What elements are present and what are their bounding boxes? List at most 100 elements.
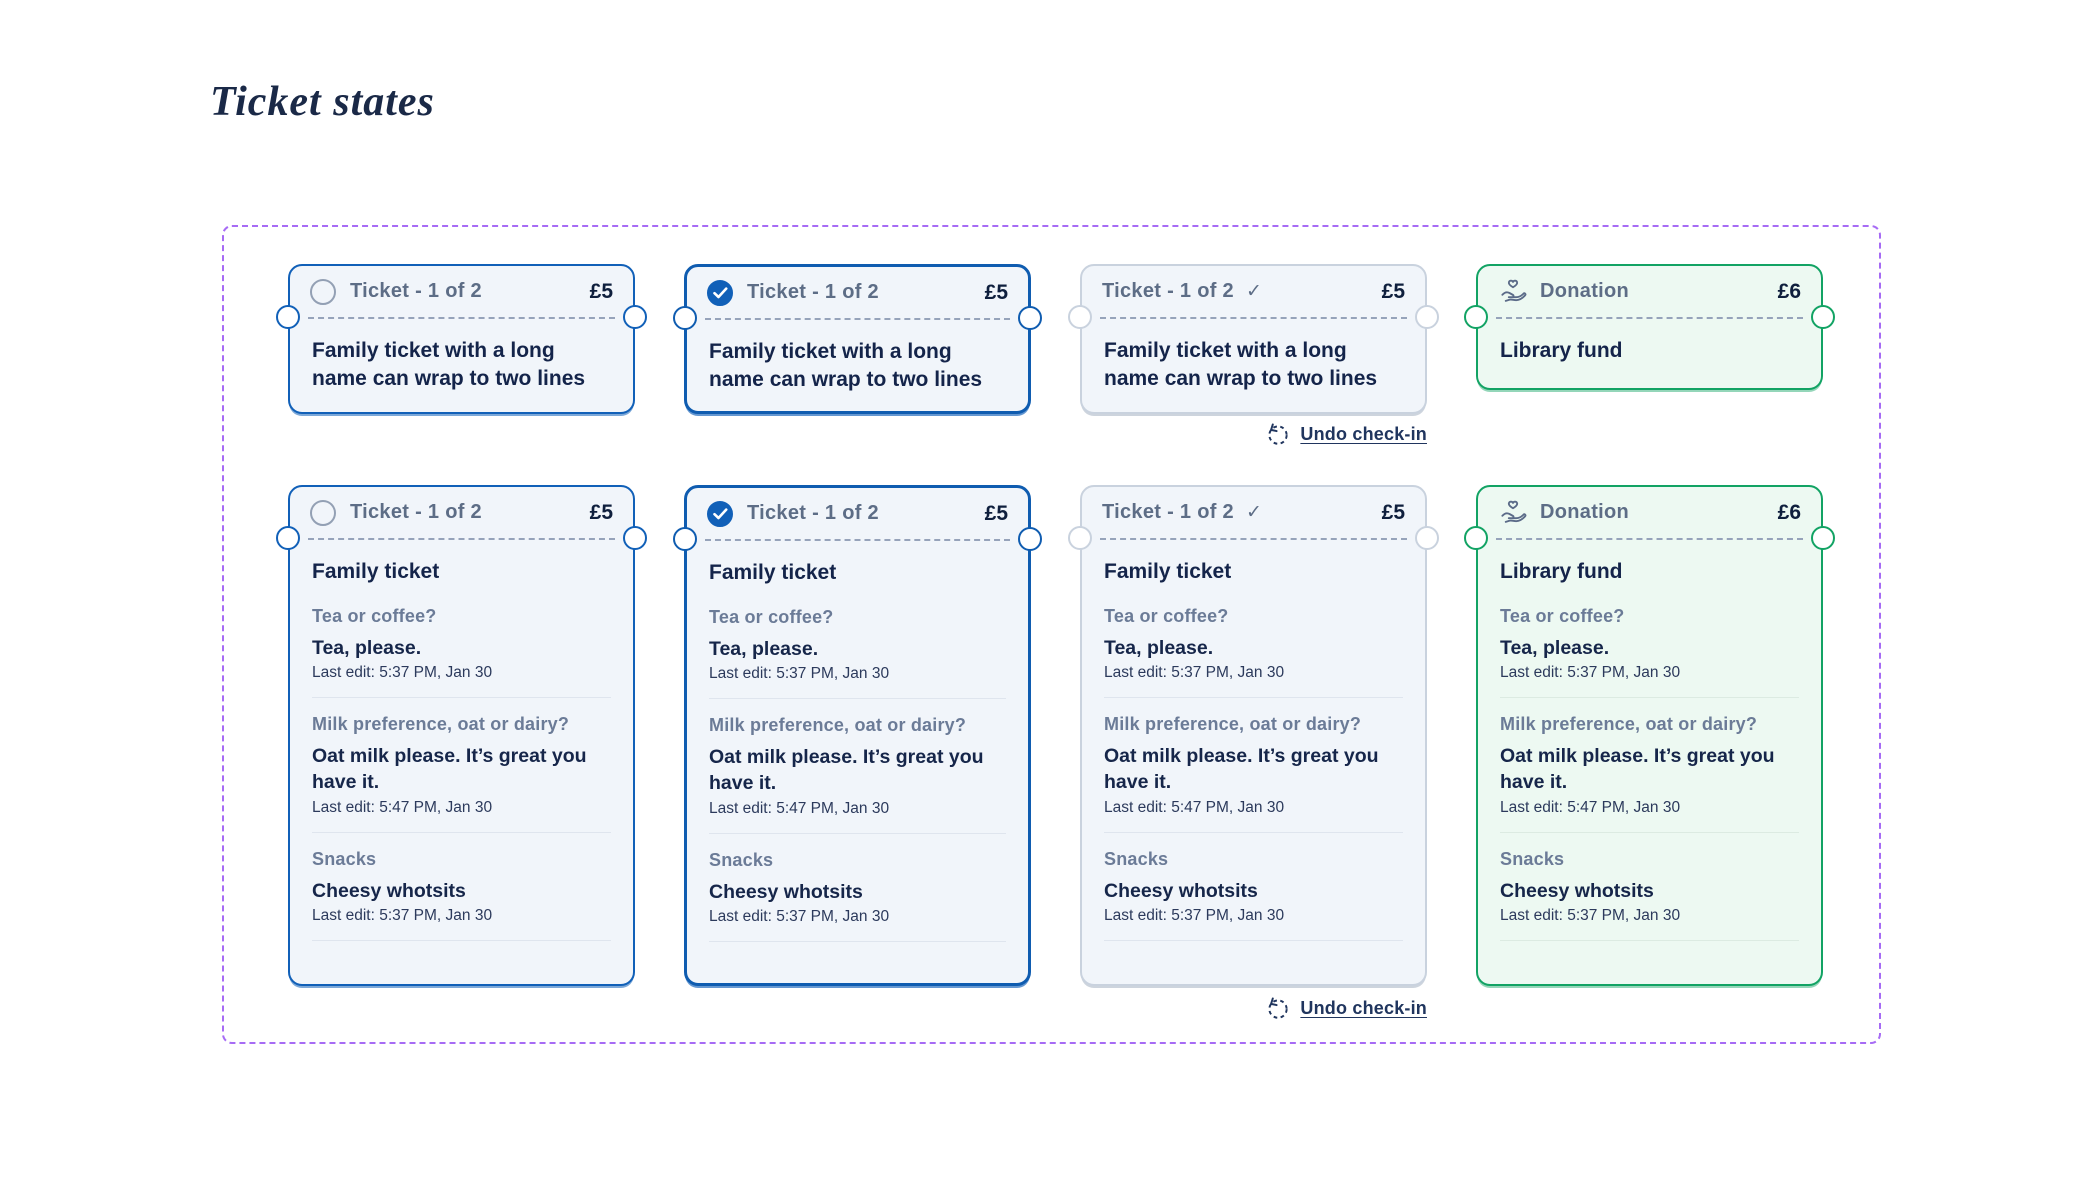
ticket-notch-left: [673, 306, 697, 330]
ticket-card-compact-unchecked[interactable]: Ticket - 1 of 2 £5 Family ticket with a …: [276, 264, 647, 414]
ticket-card-expanded-checked[interactable]: Ticket - 1 of 2 £5 Family ticket Tea or …: [673, 485, 1042, 986]
question-label: Snacks: [1104, 848, 1169, 869]
answer-text: Tea, please.: [1500, 636, 1610, 659]
qa-section: Milk preference, oat or dairy? Oat milk …: [312, 714, 611, 833]
ticket-header-label: Ticket - 1 of 2: [350, 501, 482, 523]
question-label: Tea or coffee?: [1104, 605, 1229, 626]
answer-text: Tea, please.: [709, 637, 819, 660]
question-label: Snacks: [709, 849, 774, 870]
ticket-price: £5: [589, 500, 613, 524]
ticket-price: £5: [1381, 279, 1405, 303]
undo-icon: [1268, 997, 1289, 1019]
donation-header-label: Donation: [1540, 501, 1630, 523]
qa-section: Milk preference, oat or dairy? Oat milk …: [709, 715, 1006, 834]
section-divider: [709, 698, 1006, 700]
ticket-header: Ticket - 1 of 2 £5: [687, 488, 1028, 539]
last-edit: Last edit: 5:37 PM, Jan 30: [1104, 906, 1285, 924]
ticket-price: £5: [984, 280, 1008, 304]
ticket-tear-divider: [1100, 538, 1407, 540]
answer-text: Cheesy whotsits: [312, 879, 466, 902]
section-divider: [1104, 697, 1403, 699]
question-label: Milk preference, oat or dairy?: [1500, 714, 1758, 735]
ticket-name: Family ticket: [709, 561, 837, 584]
donation-heart-hand-icon: [1501, 279, 1527, 302]
last-edit: Last edit: 5:47 PM, Jan 30: [709, 799, 890, 817]
checkbox-checked[interactable]: [707, 279, 733, 306]
answer-text: Oat milk please. It’s great you have it.: [312, 745, 587, 794]
section-divider: [312, 697, 611, 699]
section-divider: [709, 940, 1006, 942]
page-title: Ticket states: [210, 79, 435, 125]
donation-name: Library fund: [1500, 339, 1623, 362]
ticket-notch-right: [1811, 526, 1835, 550]
ticket-header-label: Ticket - 1 of 2: [747, 502, 879, 524]
undo-check-in-link[interactable]: Undo check-in: [1080, 421, 1427, 447]
ticket-tear-divider: [705, 539, 1010, 541]
checkbox-checked[interactable]: [707, 500, 733, 527]
ticket-card-expanded-unchecked[interactable]: Ticket - 1 of 2 £5 Family ticket Tea or …: [276, 485, 647, 986]
qa-section: Milk preference, oat or dairy? Oat milk …: [1500, 714, 1799, 833]
ticket-notch-right: [1415, 305, 1439, 329]
ticket-header: Ticket - 1 of 2 £5: [290, 487, 633, 538]
qa-section: Snacks Cheesy whotsits Last edit: 5:37 P…: [312, 849, 611, 941]
checkbox-unchecked[interactable]: [310, 278, 336, 305]
question-label: Tea or coffee?: [312, 605, 437, 626]
ticket-tear-divider: [308, 317, 615, 319]
ticket-card-expanded-checked-in: Ticket - 1 of 2 ✓ £5 Family ticket Tea o…: [1068, 485, 1439, 986]
donation-heart-hand-icon: [1501, 500, 1527, 523]
ticket-header-label: Ticket - 1 of 2: [1102, 280, 1234, 302]
last-edit: Last edit: 5:37 PM, Jan 30: [1500, 664, 1681, 682]
checked-in-mark: ✓: [1245, 281, 1262, 302]
check-icon: [712, 507, 727, 519]
qa-section: Tea or coffee? Tea, please. Last edit: 5…: [312, 605, 611, 699]
ticket-notch-right: [1018, 306, 1042, 330]
answer-text: Cheesy whotsits: [1104, 879, 1258, 902]
donation-card-expanded: Donation £6 Library fund Tea or coffee? …: [1464, 485, 1835, 986]
ticket-states-frame: Ticket - 1 of 2 £5 Family ticket with a …: [222, 225, 1881, 1044]
section-divider: [1500, 831, 1799, 833]
ticket-header: Donation £6: [1478, 266, 1821, 317]
ticket-header-label: Ticket - 1 of 2: [1102, 501, 1234, 523]
question-label: Milk preference, oat or dairy?: [709, 715, 967, 736]
question-label: Tea or coffee?: [709, 606, 834, 627]
last-edit: Last edit: 5:37 PM, Jan 30: [312, 664, 493, 682]
ticket-card-compact-checked[interactable]: Ticket - 1 of 2 £5 Family ticket with a …: [673, 264, 1042, 414]
undo-icon: [1268, 423, 1289, 445]
qa-section: Tea or coffee? Tea, please. Last edit: 5…: [709, 606, 1006, 700]
last-edit: Last edit: 5:37 PM, Jan 30: [1104, 664, 1285, 682]
ticket-header-label: Ticket - 1 of 2: [747, 281, 879, 303]
ticket-name: Family ticket with a long name can wrap …: [1104, 339, 1378, 390]
ticket-notch-left: [673, 527, 697, 551]
donation-card-compact: Donation £6 Library fund: [1464, 264, 1835, 390]
ticket-notch-left: [1068, 305, 1092, 329]
undo-check-in-link[interactable]: Undo check-in: [1080, 995, 1427, 1021]
question-label: Tea or coffee?: [1500, 605, 1625, 626]
ticket-notch-left: [1464, 526, 1488, 550]
ticket-header: Donation £6: [1478, 487, 1821, 538]
question-label: Snacks: [1500, 848, 1565, 869]
answer-text: Oat milk please. It’s great you have it.: [709, 746, 984, 795]
ticket-notch-left: [1068, 526, 1092, 550]
last-edit: Last edit: 5:47 PM, Jan 30: [1104, 798, 1285, 816]
qa-section: Tea or coffee? Tea, please. Last edit: 5…: [1500, 605, 1799, 699]
ticket-notch-right: [1018, 527, 1042, 551]
checkbox-unchecked[interactable]: [310, 499, 336, 526]
answer-text: Cheesy whotsits: [709, 880, 863, 903]
ticket-notch-right: [623, 305, 647, 329]
answer-text: Tea, please.: [1104, 636, 1214, 659]
last-edit: Last edit: 5:37 PM, Jan 30: [709, 907, 890, 925]
question-label: Snacks: [312, 848, 377, 869]
last-edit: Last edit: 5:37 PM, Jan 30: [1500, 906, 1681, 924]
section-divider: [312, 939, 611, 941]
ticket-price: £5: [589, 279, 613, 303]
ticket-name: Family ticket with a long name can wrap …: [312, 339, 586, 390]
qa-section: Milk preference, oat or dairy? Oat milk …: [1104, 714, 1403, 833]
qa-section: Snacks Cheesy whotsits Last edit: 5:37 P…: [1500, 849, 1799, 941]
section-divider: [312, 831, 611, 833]
last-edit: Last edit: 5:47 PM, Jan 30: [312, 798, 493, 816]
ticket-notch-right: [1811, 305, 1835, 329]
answer-text: Oat milk please. It’s great you have it.: [1500, 745, 1775, 794]
ticket-notch-left: [276, 526, 300, 550]
ticket-price: £5: [984, 501, 1008, 525]
ticket-notch-left: [1464, 305, 1488, 329]
